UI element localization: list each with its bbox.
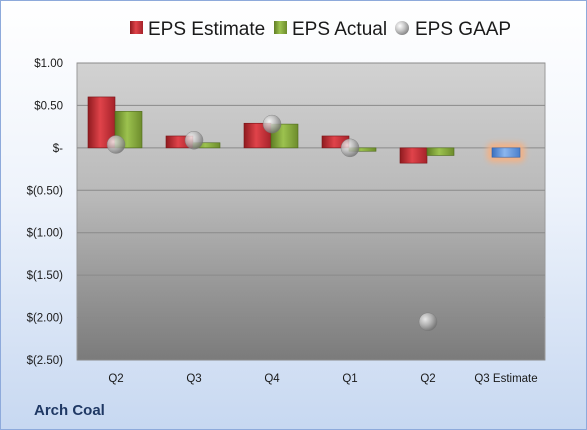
marker-eps-gaap bbox=[106, 135, 126, 154]
x-tick-label: Q1 bbox=[342, 373, 357, 385]
marker-eps-gaap bbox=[418, 312, 438, 332]
bars bbox=[87, 96, 525, 164]
y-tick-label: $(2.50) bbox=[27, 355, 64, 367]
y-tick-label: $(1.00) bbox=[27, 228, 64, 240]
legend-swatch-eps-actual bbox=[274, 21, 287, 34]
y-tick-label: $0.50 bbox=[34, 100, 63, 112]
bar-eps-estimate bbox=[243, 122, 272, 149]
x-tick-label: Q2 bbox=[420, 373, 435, 385]
x-tick-label: Q3 bbox=[186, 373, 201, 385]
x-tick-label: Q2 bbox=[108, 373, 123, 385]
legend-label-eps-gaap: EPS GAAP bbox=[415, 19, 511, 40]
y-tick-label: $(0.50) bbox=[27, 185, 64, 197]
bar-eps-actual bbox=[426, 147, 455, 156]
legend-label-eps-actual: EPS Actual bbox=[292, 19, 387, 40]
y-axis: $1.00 $0.50 $- $(0.50) $(1.00) $(1.50) $(2.00)… bbox=[27, 58, 64, 367]
y-tick-label: $(1.50) bbox=[27, 270, 64, 282]
y-tick-label: $(2.00) bbox=[27, 313, 64, 325]
company-name: Arch Coal bbox=[34, 402, 105, 419]
marker-eps-gaap bbox=[340, 138, 360, 158]
x-tick-label: Q3 Estimate bbox=[474, 373, 537, 385]
legend-label-eps-estimate: EPS Estimate bbox=[148, 19, 265, 40]
y-tick-label: $- bbox=[53, 143, 63, 155]
plot-area bbox=[76, 62, 546, 361]
marker-eps-gaap bbox=[184, 130, 204, 150]
bar-q3-estimate bbox=[491, 147, 521, 158]
legend: EPS Estimate EPS Actual EPS GAAP bbox=[130, 19, 511, 40]
legend-swatch-eps-estimate bbox=[130, 21, 143, 34]
marker-eps-gaap bbox=[262, 114, 282, 134]
x-axis: Q2 Q3 Q4 Q1 Q2 Q3 Estimate bbox=[108, 373, 537, 385]
legend-swatch-eps-gaap bbox=[395, 21, 409, 35]
y-tick-label: $1.00 bbox=[34, 58, 63, 70]
gaap-markers bbox=[106, 114, 438, 332]
bar-eps-estimate bbox=[399, 147, 428, 164]
x-tick-label: Q4 bbox=[264, 373, 280, 385]
gridlines bbox=[77, 62, 545, 361]
